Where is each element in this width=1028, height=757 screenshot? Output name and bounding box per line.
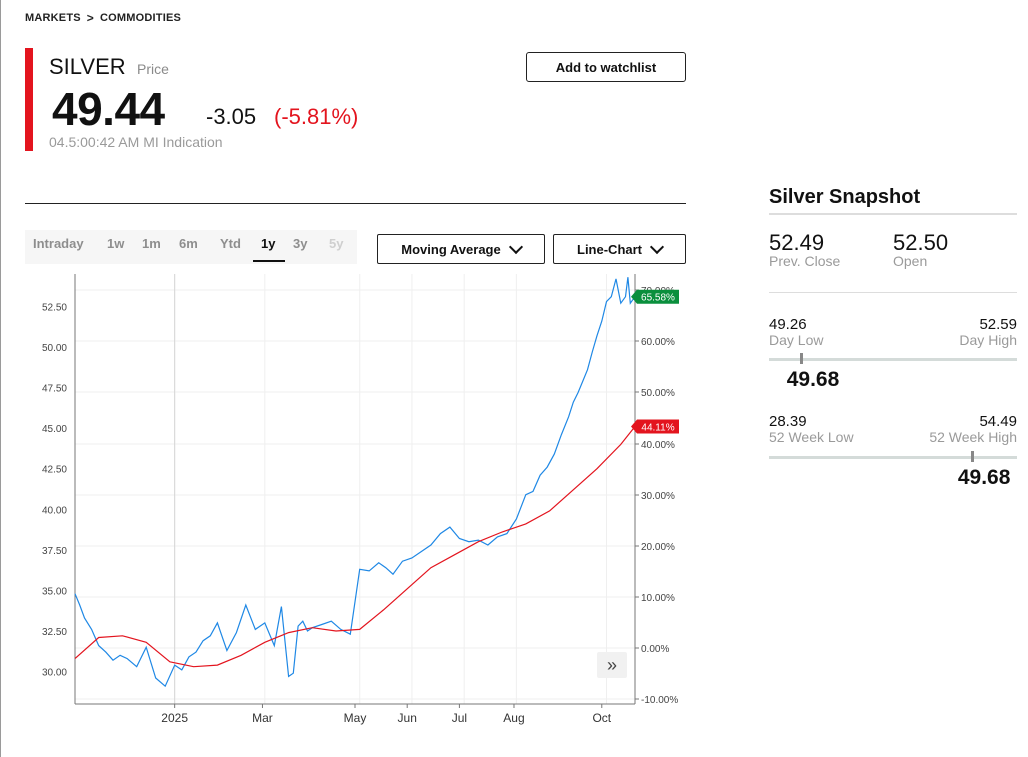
breadcrumb: MARKETS > COMMODITIES: [25, 11, 181, 25]
y-left-tick-label: 35.00: [42, 586, 67, 597]
y-left-tick-label: 37.50: [42, 546, 67, 557]
chart-type-label: Line-Chart: [577, 241, 642, 257]
y-left-tick-label: 32.50: [42, 627, 67, 638]
quote-time: 04.5:00:42 AM: [49, 134, 140, 150]
week52-range-current: 49.68: [957, 466, 1011, 489]
week52-high-value: 54.49: [979, 413, 1017, 430]
y-right-tick-label: 0.00%: [641, 644, 669, 655]
quote-symbol: SILVER: [49, 54, 126, 79]
y-right-tick-label: 50.00%: [641, 388, 675, 399]
week52-low-label: 52 Week Low: [769, 429, 854, 445]
quote-timestamp: 04.5:00:42 AM MI Indication: [49, 134, 223, 150]
tab-3y[interactable]: 3y: [293, 236, 308, 251]
x-tick-label: Mar: [252, 711, 273, 725]
tab-5y: 5y: [329, 236, 344, 251]
quote-indication: MI Indication: [143, 134, 223, 150]
prev-close-value: 52.49: [769, 230, 825, 255]
add-to-watchlist-button[interactable]: Add to watchlist: [526, 52, 686, 82]
page-left-border: [0, 0, 1, 757]
y-left-tick-label: 45.00: [42, 424, 67, 435]
y-left-tick-label: 50.00: [42, 343, 67, 354]
price-series-line: [74, 277, 636, 688]
chart-type-dropdown[interactable]: Line-Chart: [553, 234, 686, 264]
moving-average-label: Moving Average: [401, 241, 501, 257]
tab-ytd[interactable]: Ytd: [220, 236, 241, 251]
snapshot-divider: [769, 213, 1017, 215]
prev-close-label: Prev. Close: [769, 253, 841, 269]
moving-average-dropdown[interactable]: Moving Average: [377, 234, 545, 264]
y-right-tick-label: 10.00%: [641, 593, 675, 604]
tab-1y[interactable]: 1y: [261, 236, 276, 251]
y-left-tick-label: 40.00: [42, 505, 67, 516]
x-tick-label: 2025: [161, 711, 188, 725]
x-tick-label: Aug: [503, 711, 524, 725]
last-value-flag-label: 65.58%: [641, 293, 675, 304]
y-right-tick-label: 20.00%: [641, 542, 675, 553]
week52-range-marker: [971, 451, 975, 462]
day-high-label: Day High: [959, 332, 1017, 348]
x-tick-label: Jul: [452, 711, 467, 725]
week52-high-label: 52 Week High: [929, 429, 1017, 445]
y-right-tick-label: 60.00%: [641, 337, 675, 348]
tab-6m[interactable]: 6m: [179, 236, 198, 251]
x-tick-label: Oct: [592, 711, 611, 725]
x-tick-label: Jun: [398, 711, 417, 725]
expand-chart-button[interactable]: »: [597, 652, 627, 678]
y-right-tick-label: -10.00%: [641, 695, 678, 706]
chevron-down-icon: [649, 239, 665, 255]
x-tick-label: May: [344, 711, 367, 725]
week52-range-track: [769, 456, 1017, 459]
breadcrumb-markets[interactable]: MARKETS: [25, 12, 81, 24]
tab-intraday[interactable]: Intraday: [33, 236, 84, 251]
price-change: -3.05: [206, 104, 257, 129]
chevron-down-icon: [508, 239, 523, 255]
last-price: 49.44: [52, 83, 165, 135]
last-value-flag: [631, 289, 679, 304]
breadcrumb-separator: >: [86, 11, 95, 25]
day-low-value: 49.26: [769, 316, 807, 333]
quote-type-label: Price: [137, 61, 169, 77]
y-left-tick-label: 30.00: [42, 668, 67, 679]
day-low-label: Day Low: [769, 332, 824, 348]
day-range-current: 49.68: [786, 368, 840, 391]
price-change-percent: (-5.81%): [274, 104, 359, 129]
breadcrumb-commodities[interactable]: COMMODITIES: [100, 12, 182, 24]
last-value-flag: [631, 419, 679, 434]
day-range-marker: [800, 353, 804, 364]
y-right-tick-label: 30.00%: [641, 491, 675, 502]
quote-accent-bar: [25, 48, 33, 151]
time-range-tabs: Intraday 1w 1m 6m Ytd 1y 3y 5y: [25, 230, 357, 264]
active-tab-underline: [253, 260, 285, 262]
day-high-value: 52.59: [979, 316, 1017, 333]
open-label: Open: [893, 253, 928, 269]
last-value-flag-label: 44.11%: [641, 423, 674, 434]
y-left-tick-label: 52.50: [42, 302, 67, 313]
double-chevron-right-icon: »: [606, 654, 617, 675]
snapshot-divider-2: [769, 292, 1017, 293]
week52-low-value: 28.39: [769, 413, 807, 430]
y-left-tick-label: 42.50: [42, 465, 67, 476]
tab-1w[interactable]: 1w: [107, 236, 125, 251]
tab-1m[interactable]: 1m: [142, 236, 161, 251]
open-value: 52.50: [893, 230, 949, 255]
price-chart[interactable]: 70.00%60.00%50.00%40.00%30.00%20.00%10.0…: [25, 272, 690, 742]
moving-average-line: [74, 426, 636, 668]
header-divider: [25, 203, 686, 204]
y-left-tick-label: 47.50: [42, 384, 67, 395]
snapshot-title: Silver Snapshot: [769, 186, 921, 208]
day-range-track: [769, 358, 1017, 361]
y-right-tick-label: 40.00%: [641, 440, 675, 451]
